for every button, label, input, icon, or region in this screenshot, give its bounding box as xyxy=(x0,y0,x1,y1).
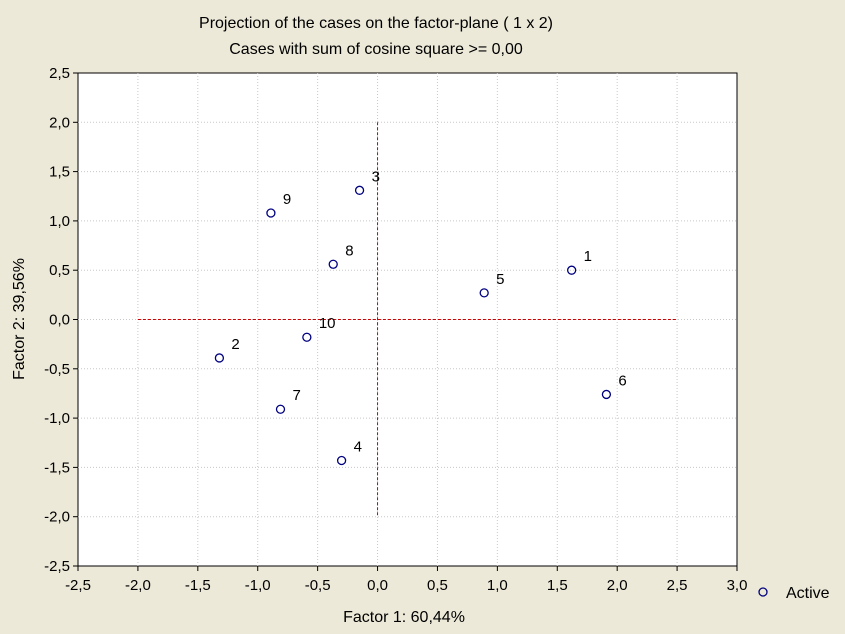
y-tick-label: 1,0 xyxy=(49,213,70,230)
data-point-2 xyxy=(214,353,225,363)
point-label-4: 4 xyxy=(354,438,362,455)
x-tick-label: -0,5 xyxy=(305,577,331,594)
data-point-6 xyxy=(601,389,612,400)
data-point-8 xyxy=(328,259,338,269)
point-label-2: 2 xyxy=(231,336,239,353)
point-label-10: 10 xyxy=(319,315,336,332)
data-point-4 xyxy=(336,455,347,466)
data-points: 1 2 3 4 5 6 7 8 9 10 xyxy=(214,168,627,466)
point-label-5: 5 xyxy=(496,271,504,288)
point-label-6: 6 xyxy=(618,372,626,389)
x-tick-label: 3,0 xyxy=(727,577,748,594)
x-tick-label: -1,0 xyxy=(245,577,271,594)
x-axis-label: Factor 1: 60,44% xyxy=(343,609,465,626)
y-tick-label: 0,0 xyxy=(49,312,70,329)
x-tick-label: 0,5 xyxy=(427,577,448,594)
legend-marker xyxy=(758,587,768,597)
legend: Active xyxy=(758,585,830,602)
x-tick-label: 0,0 xyxy=(367,577,388,594)
x-tick-label: -1,5 xyxy=(185,577,211,594)
legend-label: Active xyxy=(786,585,830,602)
data-point-9 xyxy=(266,208,276,218)
x-tick-label: 2,5 xyxy=(667,577,688,594)
x-tick-label: -2,5 xyxy=(65,577,91,594)
y-axis-label: Factor 2: 39,56% xyxy=(11,258,28,380)
y-tick-label: -2,0 xyxy=(44,509,70,526)
x-axis-ticks: -2,5 -2,0 -1,5 -1,0 -0,5 0,0 0,5 1,0 1,5 2,0 2,5 3,… xyxy=(65,566,747,594)
x-tick-label: 2,0 xyxy=(607,577,628,594)
point-label-9: 9 xyxy=(283,191,291,208)
x-tick-label: 1,5 xyxy=(547,577,568,594)
y-tick-label: -2,5 xyxy=(44,558,70,575)
point-label-1: 1 xyxy=(584,248,592,265)
data-point-5 xyxy=(479,288,489,298)
data-point-3 xyxy=(354,185,365,195)
x-tick-label: -2,0 xyxy=(125,577,151,594)
y-tick-label: 0,5 xyxy=(49,262,70,279)
point-label-7: 7 xyxy=(292,387,300,404)
y-tick-label: 1,5 xyxy=(49,164,70,181)
y-tick-label: -1,0 xyxy=(44,410,70,427)
chart-title: Projection of the cases on the factor-pl… xyxy=(199,15,553,32)
chart-subtitle: Cases with sum of cosine square >= 0,00 xyxy=(229,41,523,58)
y-tick-label: -0,5 xyxy=(44,361,70,378)
y-tick-label: -1,5 xyxy=(44,459,70,476)
data-point-1 xyxy=(567,265,577,275)
data-point-7 xyxy=(275,404,286,414)
point-label-3: 3 xyxy=(372,168,380,185)
y-axis-ticks: 2,5 2,0 1,5 1,0 0,5 0,0 -0,5 -1,0 -1,5 -2,0 -2,5 xyxy=(44,65,78,575)
point-label-8: 8 xyxy=(345,242,353,259)
data-point-10 xyxy=(302,332,312,342)
reference-lines xyxy=(137,122,678,517)
x-tick-label: 1,0 xyxy=(487,577,508,594)
y-tick-label: 2,5 xyxy=(49,65,70,82)
y-tick-label: 2,0 xyxy=(49,114,70,131)
